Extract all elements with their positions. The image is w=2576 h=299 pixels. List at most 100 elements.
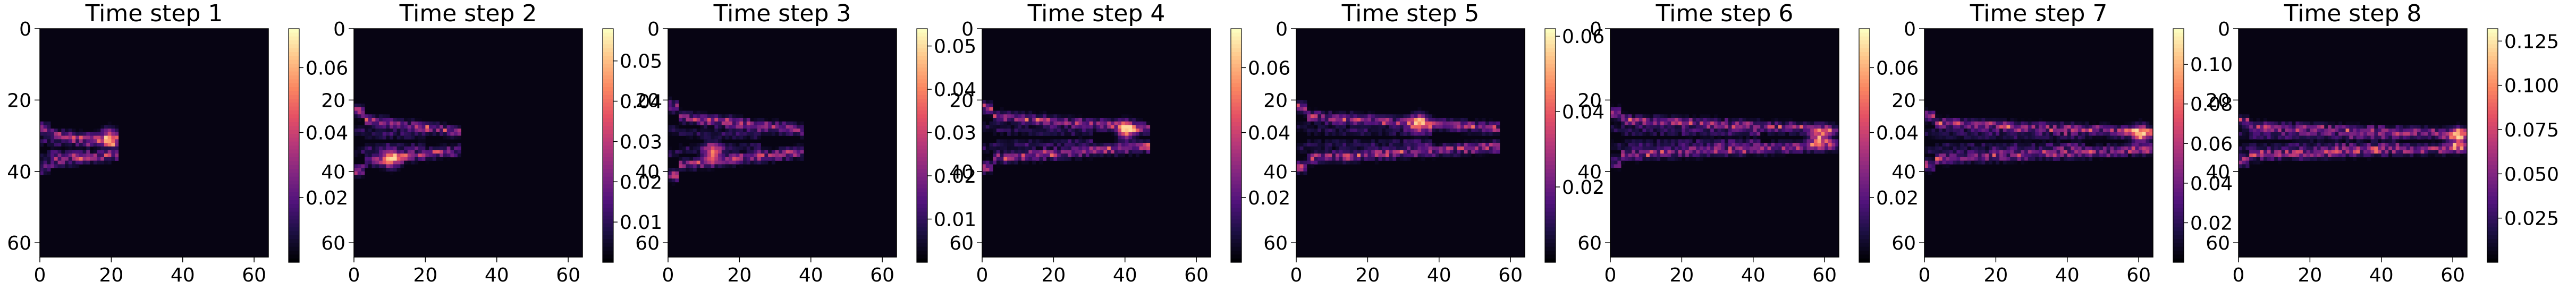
heatmap-cell [1660,129,1665,133]
heatmap-cell [1007,160,1011,165]
heatmap-cell [354,107,358,111]
heatmap-cell [2431,153,2435,158]
heatmap-cell [1000,114,1004,118]
heatmap-cell [1071,129,1075,133]
colorbar-segment [289,251,299,255]
heatmap-cell [1981,121,1986,125]
heatmap-cell [1324,117,1329,122]
heatmap-cell [1028,150,1033,154]
heatmap-cell [2092,150,2096,154]
heatmap-cell [1788,143,1793,147]
heatmap-cell [1342,132,1347,136]
heatmap-cell [443,153,447,158]
colorbar-frame [2173,28,2184,263]
heatmap-cell [1392,114,1397,118]
heatmap-cell [1638,117,1643,122]
heatmap-cell [93,132,97,136]
heatmap-cell [2096,143,2100,147]
colorbar-segment [603,87,613,91]
heatmap-cell [2324,150,2328,154]
colorbar-segment [1545,204,1556,208]
heatmap-cell [1000,117,1004,122]
heatmap-cell [2388,135,2393,140]
heatmap-cell [1357,125,1361,129]
heatmap-cell [775,117,779,122]
heatmap-cell [72,164,76,168]
heatmap-cell [1781,117,1786,122]
heatmap-cell [707,121,711,125]
heatmap-cell [2260,157,2264,161]
heatmap-cell [1000,150,1004,154]
heatmap-cell [1985,157,1989,161]
heatmap-cell [1946,157,1950,161]
heatmap-cell [2239,143,2243,147]
heatmap-cell [1110,143,1114,147]
heatmap-cell [1935,153,1939,158]
heatmap-cell [696,114,700,118]
heatmap-cell [1371,143,1375,147]
heatmap-cell [1831,129,1836,133]
heatmap-cell [1992,132,1996,136]
heatmap-cell [1931,168,1936,172]
heatmap-cell [1935,146,1939,150]
heatmap-cell [1328,125,1332,129]
heatmap-cell [1624,139,1628,143]
colorbar-tick-label: 0.04 [1248,123,1290,144]
heatmap-cell [1335,110,1339,115]
heatmap-cell [1389,153,1393,158]
heatmap-cell [2399,153,2403,158]
heatmap-cell [1778,146,1782,150]
heatmap-cell [1956,132,1961,136]
heatmap-cell [1806,139,1811,143]
heatmap-cell [1071,146,1075,150]
heatmap-cell [718,121,722,125]
heatmap-cell [2028,129,2032,133]
colorbar: 0.020.040.06 [1544,26,1604,263]
heatmap-cell [2395,139,2400,143]
heatmap-cell [1360,143,1364,147]
heatmap-cell [1624,153,1628,158]
heatmap-cell [68,132,72,136]
heatmap-cell [57,153,62,158]
colorbar-segment [917,106,927,111]
heatmap-cell [2449,153,2453,158]
heatmap-cell [2146,146,2150,150]
heatmap-cell [400,135,404,140]
heatmap-cell [2256,150,2260,154]
heatmap-cell [2106,150,2110,154]
heatmap-cell [396,143,401,147]
heatmap-cell [65,135,69,140]
heatmap-cells [668,96,804,186]
heatmap-cell [714,146,719,150]
heatmap-cell [1143,129,1147,133]
heatmap-cell [2039,135,2043,140]
heatmap-cell [2028,135,2032,140]
heatmap-cell [1988,117,1992,122]
heatmap-cell [1003,129,1008,133]
heatmap-cell [357,129,361,133]
heatmap-cell [704,146,708,150]
heatmap-cell [1028,129,1033,133]
heatmap-cell [2142,139,2146,143]
heatmap-cell [2435,132,2439,136]
heatmap-cell [365,164,369,168]
heatmap-cell [2302,135,2307,140]
heatmap-cell [1953,125,1957,129]
heatmap-cell [2442,132,2446,136]
heatmap-cell [1703,114,1707,118]
heatmap-cell [2053,143,2057,147]
heatmap-cell [2353,129,2357,133]
heatmap-cell [1696,153,1700,158]
heatmap-cell [2124,146,2129,150]
heatmap-cell [1335,114,1339,118]
heatmap-cell [2081,132,2085,136]
heatmap-cell [2463,132,2468,136]
heatmap-cell [111,150,115,154]
heatmap-cell [1985,117,1989,122]
heatmap-cell [1143,146,1147,150]
heatmap-cell [1374,132,1379,136]
heatmap-cell [2003,132,2007,136]
heatmap-cell [2453,150,2457,154]
heatmap-cell [1746,150,1750,154]
heatmap-cell [1732,143,1736,147]
